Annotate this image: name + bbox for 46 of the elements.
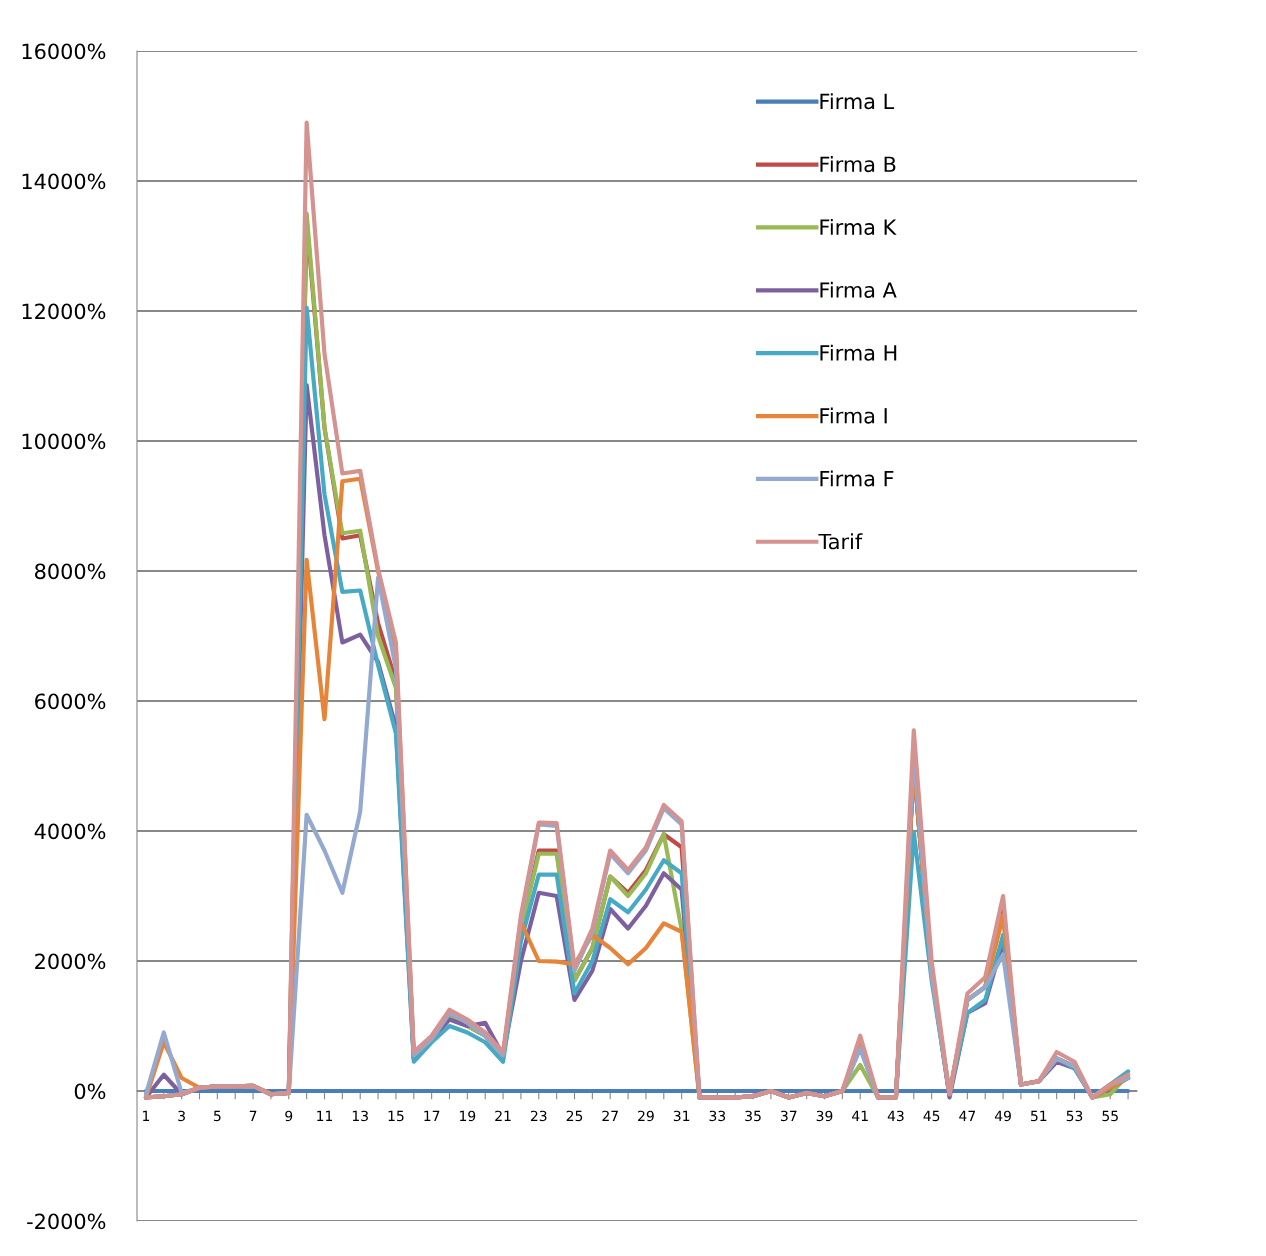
x-tick-label: 7 [249, 1110, 257, 1121]
x-tick-label: 49 [994, 1110, 1011, 1122]
x-tick-label: 55 [1102, 1110, 1118, 1122]
x-tick-label: 37 [781, 1110, 797, 1122]
y-tick-label: 10000% [22, 433, 106, 450]
x-tick-label: 19 [460, 1110, 476, 1122]
x-tick-label: 23 [530, 1110, 547, 1122]
legend-label: Firma K [820, 218, 897, 236]
y-tick-label: 0% [74, 1083, 106, 1100]
x-tick-label: 39 [816, 1110, 833, 1122]
x-tick-label: 31 [673, 1110, 690, 1122]
x-tick-label: 35 [745, 1110, 761, 1122]
y-tick-label: 8000% [35, 563, 106, 580]
x-tick-label: 11 [317, 1110, 333, 1121]
x-tick-label: 17 [424, 1110, 440, 1121]
legend-label: Firma I [820, 407, 887, 424]
x-tick-label: 45 [923, 1110, 940, 1122]
x-tick-label: 51 [1031, 1110, 1047, 1122]
x-tick-label: 43 [887, 1110, 904, 1122]
x-tick-label: 21 [495, 1110, 511, 1121]
x-tick-label: 41 [852, 1110, 868, 1121]
y-tick-label: -2000% [27, 1213, 106, 1230]
x-tick-label: 9 [285, 1110, 293, 1122]
x-tick-label: 47 [959, 1110, 976, 1121]
legend-label: Firma H [820, 344, 897, 361]
y-tick-label: 2000% [35, 953, 106, 970]
y-tick-label: 12000% [22, 303, 106, 320]
legend-label: Firma F [820, 470, 894, 487]
y-tick-label: 6000% [35, 693, 106, 710]
x-tick-label: 15 [388, 1110, 404, 1122]
x-tick-label: 29 [638, 1110, 654, 1122]
legend-label: Tarif [818, 533, 863, 550]
y-tick-label: 16000% [22, 43, 106, 60]
legend-label: Firma B [820, 156, 896, 173]
legend-label: Firma A [820, 281, 897, 298]
legend-label: Firma L [820, 93, 895, 110]
x-tick-label: 1 [143, 1110, 150, 1121]
y-tick-label: 14000% [22, 173, 106, 190]
x-tick-label: 5 [214, 1110, 221, 1122]
x-tick-label: 27 [602, 1110, 618, 1121]
x-tick-label: 3 [178, 1110, 185, 1122]
x-tick-label: 25 [566, 1110, 583, 1122]
y-tick-label: 4000% [34, 823, 106, 840]
x-tick-label: 33 [709, 1110, 726, 1122]
x-tick-label: 13 [352, 1110, 368, 1122]
x-tick-label: 53 [1066, 1110, 1083, 1122]
